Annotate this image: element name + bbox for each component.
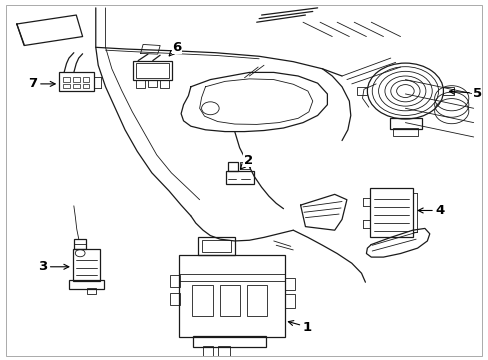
Bar (169, 275, 179, 287)
Text: 6: 6 (169, 41, 182, 56)
Text: 1: 1 (288, 320, 311, 333)
Text: 7: 7 (28, 77, 55, 90)
Bar (203, 346, 212, 356)
Bar (63, 77, 70, 82)
Text: 3: 3 (38, 260, 69, 273)
Bar (148, 80, 157, 87)
Bar (82, 77, 89, 82)
Bar (73, 84, 80, 88)
Bar (192, 285, 212, 316)
Bar (389, 118, 421, 129)
Bar (198, 237, 234, 255)
Bar (169, 293, 179, 305)
Bar (69, 280, 103, 289)
Bar (285, 278, 294, 291)
Bar (246, 285, 267, 316)
Bar (59, 72, 94, 91)
Bar (443, 87, 453, 95)
Bar (63, 84, 70, 88)
Bar (193, 336, 266, 347)
Bar (239, 162, 250, 169)
Text: 5: 5 (448, 87, 481, 100)
Bar (356, 87, 366, 95)
Bar (217, 346, 229, 356)
Bar (392, 129, 417, 136)
Bar (285, 294, 294, 309)
Text: 4: 4 (417, 204, 444, 217)
Bar (136, 63, 169, 78)
Bar (133, 60, 172, 80)
Bar (160, 80, 168, 88)
Bar (178, 255, 285, 337)
Bar (369, 188, 412, 237)
Text: 2: 2 (240, 154, 252, 169)
Bar (227, 162, 237, 171)
Bar (219, 285, 240, 316)
Bar (225, 171, 254, 184)
Bar (73, 77, 80, 82)
Bar (136, 80, 144, 88)
Bar (87, 288, 96, 294)
Bar (82, 84, 89, 88)
Bar (73, 249, 100, 281)
Bar (74, 239, 86, 249)
Bar (202, 239, 231, 252)
